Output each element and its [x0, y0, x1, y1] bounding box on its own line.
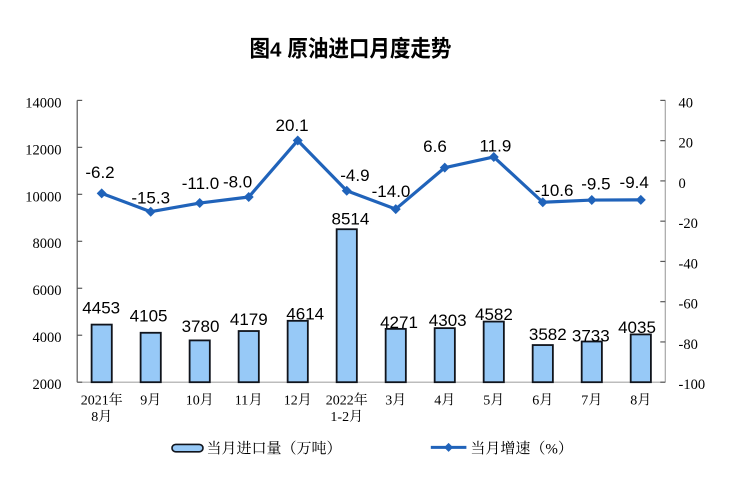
svg-text:11.9: 11.9	[479, 136, 511, 155]
svg-text:3733: 3733	[572, 327, 610, 346]
svg-text:2021: 2021	[81, 393, 109, 408]
svg-text:-80: -80	[679, 337, 698, 353]
svg-text:4303: 4303	[429, 311, 467, 330]
svg-text:-9.5: -9.5	[581, 174, 610, 193]
svg-text:3780: 3780	[182, 317, 220, 336]
svg-text:3582: 3582	[529, 325, 567, 344]
svg-text:-9.4: -9.4	[620, 173, 649, 192]
svg-text:20.1: 20.1	[276, 116, 309, 135]
svg-text:6.6: 6.6	[423, 137, 447, 156]
svg-text:9: 9	[140, 393, 147, 408]
svg-text:2000: 2000	[33, 377, 62, 393]
svg-text:-8.0: -8.0	[223, 172, 252, 191]
svg-text:12000: 12000	[25, 142, 61, 158]
svg-text:1-2: 1-2	[330, 410, 349, 425]
svg-text:-4.9: -4.9	[340, 166, 369, 185]
svg-text:-14.0: -14.0	[372, 182, 411, 201]
svg-text:14000: 14000	[25, 95, 61, 111]
svg-text:4035: 4035	[618, 318, 656, 337]
svg-text:12: 12	[284, 393, 298, 408]
svg-text:10000: 10000	[25, 189, 61, 205]
svg-text:5: 5	[483, 393, 490, 408]
svg-text:%: %	[545, 441, 558, 457]
svg-text:3: 3	[385, 393, 392, 408]
svg-text:-11.0: -11.0	[182, 174, 220, 193]
svg-text:40: 40	[679, 95, 694, 111]
svg-text:6000: 6000	[33, 283, 62, 299]
svg-text:4179: 4179	[230, 310, 268, 329]
svg-text:-6.2: -6.2	[85, 163, 114, 182]
svg-text:8: 8	[630, 393, 637, 408]
svg-text:11: 11	[235, 393, 248, 408]
svg-text:10: 10	[186, 393, 200, 408]
svg-text:7: 7	[581, 393, 588, 408]
svg-text:0: 0	[679, 176, 686, 192]
svg-text:8514: 8514	[331, 210, 369, 229]
svg-text:-40: -40	[679, 256, 698, 272]
svg-text:8000: 8000	[33, 236, 62, 252]
svg-text:4000: 4000	[33, 330, 62, 346]
svg-text:-60: -60	[679, 297, 698, 313]
svg-text:2022: 2022	[326, 393, 354, 408]
svg-text:4: 4	[270, 39, 282, 62]
svg-text:8: 8	[91, 410, 98, 425]
svg-text:-20: -20	[679, 216, 698, 232]
svg-text:4: 4	[434, 393, 441, 408]
svg-text:4453: 4453	[82, 299, 120, 318]
svg-text:-10.6: -10.6	[535, 181, 574, 200]
svg-text:4271: 4271	[380, 313, 418, 332]
svg-text:-15.3: -15.3	[131, 189, 170, 208]
svg-text:4614: 4614	[286, 305, 324, 324]
svg-text:20: 20	[679, 136, 694, 152]
svg-text:4105: 4105	[130, 307, 168, 326]
svg-text:-100: -100	[679, 377, 706, 393]
svg-text:6: 6	[532, 393, 539, 408]
svg-text:4582: 4582	[475, 305, 513, 324]
